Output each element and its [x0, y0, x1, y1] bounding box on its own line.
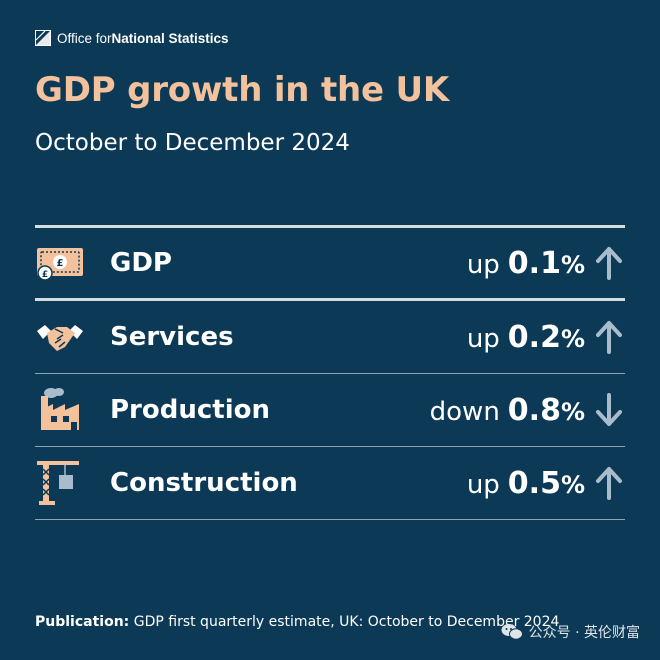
svg-text:£: £: [57, 258, 64, 269]
stat-unit: %: [560, 470, 585, 499]
stat-percent: 0.1: [507, 245, 561, 281]
factory-icon: [35, 385, 85, 435]
page-title: GDP growth in the UK: [35, 70, 450, 110]
stat-percent: 0.2: [507, 319, 561, 355]
stat-value: up 0.1 %: [467, 246, 585, 281]
ons-brand: Office for National Statistics: [35, 30, 229, 46]
ons-logo-icon: [35, 30, 51, 46]
up-arrow-icon: [593, 463, 625, 503]
publication-text: GDP first quarterly estimate, UK: Octobe…: [129, 614, 560, 630]
down-arrow-icon: [593, 390, 625, 430]
stat-direction: up: [466, 323, 500, 354]
stat-label: Production: [110, 395, 270, 425]
stat-row-services: Services up 0.2 %: [35, 301, 625, 374]
watermark-text: 公众号 · 英伦财富: [528, 625, 640, 641]
stat-direction: down: [429, 396, 500, 427]
stat-value: up 0.5 %: [467, 466, 585, 501]
stat-direction: up: [466, 469, 500, 500]
pound-note-icon: £ £: [35, 238, 85, 288]
stat-label: Services: [110, 322, 234, 352]
publication-label: Publication:: [35, 614, 130, 630]
up-arrow-icon: [593, 243, 625, 283]
stat-row-production: Production down 0.8 %: [35, 374, 625, 447]
wechat-icon: [501, 624, 523, 640]
stat-row-construction: Construction up 0.5 %: [35, 447, 625, 520]
publication-note: Publication: GDP first quarterly estimat…: [35, 614, 559, 630]
stat-value: down 0.8 %: [430, 393, 585, 428]
wechat-watermark: 公众号 · 英伦财富: [501, 622, 640, 642]
stat-unit: %: [560, 324, 585, 353]
stat-row-gdp: £ £ GDP up 0.1 %: [35, 228, 625, 301]
stat-label: GDP: [110, 248, 172, 278]
stat-percent: 0.8: [507, 392, 561, 428]
stats-table: £ £ GDP up 0.1 % Services up: [35, 225, 625, 520]
stat-percent: 0.5: [507, 465, 561, 501]
brand-prefix: Office for: [57, 30, 112, 46]
stat-value: up 0.2 %: [467, 320, 585, 355]
handshake-icon: [35, 312, 85, 362]
page-subtitle: October to December 2024: [35, 130, 350, 156]
stat-label: Construction: [110, 468, 298, 498]
stat-unit: %: [560, 397, 585, 426]
up-arrow-icon: [593, 317, 625, 357]
brand-name: National Statistics: [111, 30, 229, 46]
stat-direction: up: [466, 249, 500, 280]
stat-unit: %: [560, 250, 585, 279]
crane-icon: [35, 458, 85, 508]
svg-text:£: £: [42, 270, 48, 280]
